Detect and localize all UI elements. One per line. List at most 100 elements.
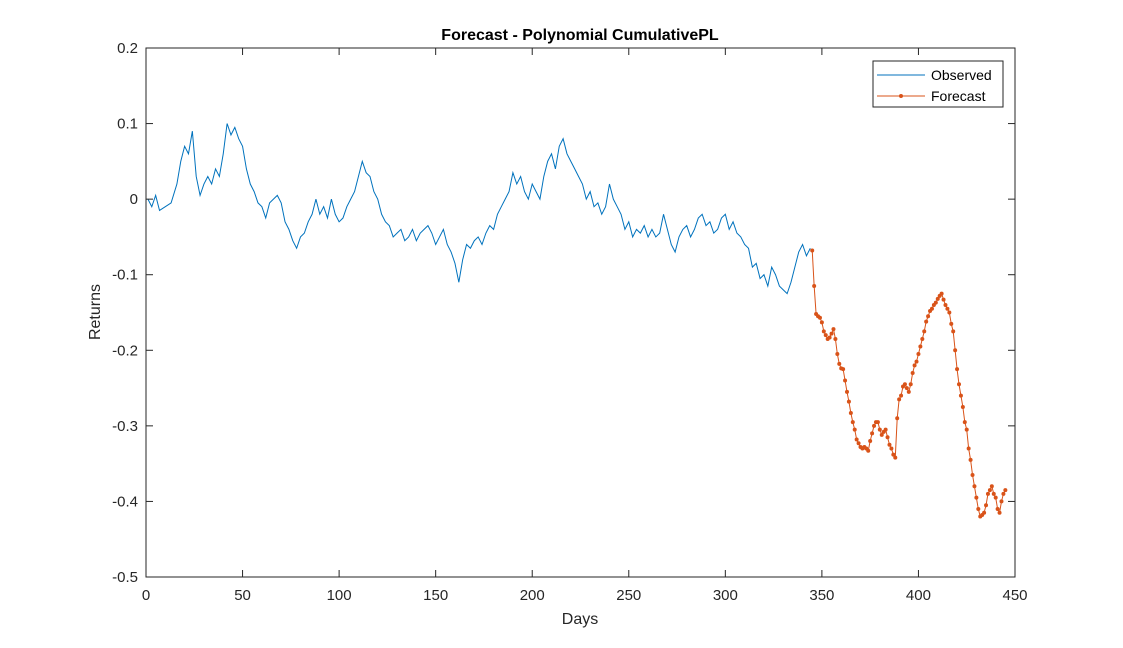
data-point-forecast (920, 336, 925, 341)
y-tick-label: -0.1 (112, 267, 138, 284)
chart-title: Forecast - Polynomial CumulativePL (441, 27, 719, 44)
data-point-forecast (960, 404, 965, 409)
y-tick-label: -0.5 (112, 569, 138, 586)
x-tick-label: 50 (234, 587, 251, 604)
x-tick-label: 300 (713, 587, 738, 604)
data-point-forecast (835, 352, 840, 357)
data-point-forecast (939, 291, 944, 296)
data-point-forecast (914, 359, 919, 364)
data-point-forecast (887, 442, 892, 447)
data-point-forecast (868, 438, 873, 443)
data-point-forecast (984, 503, 989, 508)
data-point-forecast (821, 329, 826, 334)
data-point-forecast (879, 432, 884, 437)
data-point-forecast (833, 336, 838, 341)
legend-forecast-label: Forecast (931, 88, 986, 104)
data-point-forecast (918, 344, 923, 349)
y-tick-label: -0.4 (112, 493, 138, 510)
data-point-forecast (951, 329, 956, 334)
data-point-forecast (904, 386, 909, 391)
x-tick-label: 150 (423, 587, 448, 604)
data-point-forecast (974, 495, 979, 500)
data-point-forecast (841, 367, 846, 372)
axes-box (145, 47, 1016, 578)
data-point-forecast (922, 329, 927, 334)
x-tick-label: 450 (1002, 587, 1027, 604)
data-point-forecast (866, 448, 871, 453)
data-point-forecast (910, 370, 915, 375)
data-point-forecast (844, 389, 849, 394)
data-point-forecast (827, 335, 832, 340)
x-axis-label: Days (562, 611, 598, 628)
x-tick-label: 400 (906, 587, 931, 604)
data-point-forecast (843, 378, 848, 383)
data-point-forecast (991, 491, 996, 496)
data-point-forecast (995, 506, 1000, 511)
data-point-forecast (829, 331, 834, 336)
data-point-forecast (943, 302, 948, 307)
data-point-forecast (831, 327, 836, 332)
series-line-observed (147, 123, 811, 295)
data-point-forecast (958, 393, 963, 398)
data-point-forecast (924, 319, 929, 324)
data-point-forecast (810, 248, 815, 253)
data-point-forecast (970, 472, 975, 477)
data-point-forecast (893, 455, 898, 460)
legend[interactable]: Observed Forecast (872, 60, 1004, 108)
y-tick-label: -0.2 (112, 342, 138, 359)
data-point-forecast (846, 399, 851, 404)
data-point-forecast (929, 306, 934, 311)
data-point-forecast (897, 397, 902, 402)
data-point-forecast (872, 423, 877, 428)
data-point-forecast (877, 427, 882, 432)
legend-box (872, 60, 1004, 108)
data-point-forecast (823, 333, 828, 338)
data-point-forecast (962, 420, 967, 425)
data-point-forecast (985, 491, 990, 496)
data-point-forecast (875, 420, 880, 425)
data-point-forecast (968, 457, 973, 462)
data-point-forecast (993, 495, 998, 500)
data-point-forecast (1001, 491, 1006, 496)
x-tick-label: 0 (142, 587, 150, 604)
data-point-forecast (997, 510, 1002, 515)
data-point-forecast (957, 382, 961, 387)
data-point-forecast (947, 310, 952, 315)
data-point-forecast (987, 488, 992, 493)
series-layer (147, 123, 1008, 519)
data-point-forecast (926, 314, 931, 319)
data-point-forecast (817, 315, 822, 320)
data-point-forecast (982, 510, 987, 515)
data-point-forecast (850, 420, 855, 425)
data-point-forecast (964, 427, 969, 432)
y-tick-label: -0.3 (112, 418, 138, 435)
y-tick-label: 0.2 (117, 40, 138, 57)
x-tick-label: 100 (327, 587, 352, 604)
tick-layer: 0 50 100 150 200 250 300 350 400 450 -0.5 -0.4 -0.3 -… (112, 40, 1027, 604)
data-point-forecast (972, 484, 977, 489)
x-tick-label: 200 (520, 587, 545, 604)
y-tick-label: 0.1 (117, 116, 138, 133)
data-point-forecast (941, 297, 946, 302)
data-point-forecast (812, 284, 817, 289)
data-point-forecast (891, 452, 896, 457)
data-point-forecast (955, 367, 960, 372)
data-point-forecast (819, 320, 824, 325)
x-tick-label: 250 (616, 587, 641, 604)
data-point-forecast (837, 361, 842, 366)
data-point-forecast (916, 352, 921, 357)
data-point-forecast (848, 411, 853, 416)
data-point-forecast (883, 427, 888, 432)
data-point-forecast (902, 382, 907, 387)
data-point-forecast (895, 416, 900, 421)
data-point-forecast (908, 382, 913, 387)
data-point-forecast (953, 348, 958, 353)
data-point-forecast (945, 306, 950, 311)
data-point-forecast (870, 431, 875, 436)
data-point-forecast (889, 446, 894, 451)
legend-forecast-marker (899, 94, 903, 98)
data-point-forecast (976, 506, 981, 511)
data-point-forecast (933, 300, 938, 305)
plot-area: 0 50 100 150 200 250 300 350 400 450 -0.5 -0.4 -0.3 -… (112, 40, 1027, 604)
